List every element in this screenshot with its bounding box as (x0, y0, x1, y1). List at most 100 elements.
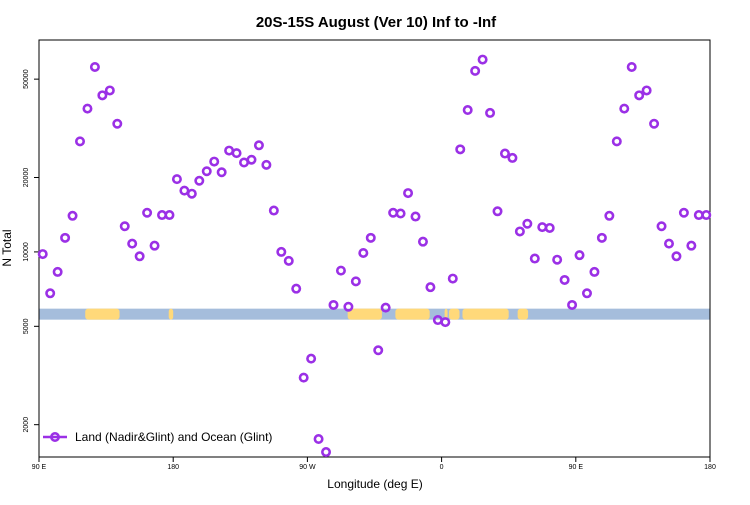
land-segment (395, 308, 430, 320)
data-point (365, 232, 376, 243)
data-point (656, 221, 667, 232)
data-point (75, 136, 86, 147)
data-point (403, 188, 414, 199)
data-point (201, 166, 212, 177)
y-tick-label: 2000 (23, 417, 30, 433)
data-point (313, 434, 324, 445)
data-point (306, 353, 317, 364)
data-point (514, 226, 525, 237)
data-point (45, 288, 56, 299)
data-point (149, 240, 160, 251)
x-tick-label: 180 (167, 464, 179, 471)
data-point (611, 136, 622, 147)
data-point (492, 206, 503, 217)
data-point (104, 85, 115, 96)
data-point (581, 288, 592, 299)
data-point (335, 265, 346, 276)
legend-label: Land (Nadir&Glint) and Ocean (Glint) (75, 430, 272, 444)
data-point (499, 148, 510, 159)
data-point (462, 105, 473, 116)
x-tick-label: 90 W (299, 464, 316, 471)
data-point (52, 266, 63, 277)
data-point (328, 299, 339, 310)
data-point (589, 266, 600, 277)
data-point (291, 283, 302, 294)
data-point (544, 222, 555, 233)
data-point (574, 250, 585, 261)
data-point (60, 232, 71, 243)
data-point (619, 103, 630, 114)
y-tick-label: 5000 (23, 318, 30, 334)
data-point (470, 65, 481, 76)
data-point (134, 251, 145, 262)
data-point (186, 188, 197, 199)
data-point (417, 236, 428, 247)
land-segment (462, 308, 509, 320)
chart-title: 20S-15S August (Ver 10) Inf to -Inf (256, 14, 497, 31)
data-point (522, 218, 533, 229)
data-point (216, 167, 227, 178)
land-segment (85, 308, 120, 320)
x-tick-label: 0 (440, 464, 444, 471)
land-segment (168, 308, 174, 320)
data-point (663, 238, 674, 249)
data-points (37, 54, 712, 458)
data-point (373, 345, 384, 356)
data-point (559, 274, 570, 285)
data-point (507, 152, 518, 163)
data-point (127, 238, 138, 249)
legend: Land (Nadir&Glint) and Ocean (Glint) (43, 430, 272, 444)
land-ocean-strip (39, 308, 710, 320)
x-tick-label: 90 E (569, 464, 584, 471)
data-point (447, 273, 458, 284)
data-point (67, 210, 78, 221)
data-point (164, 210, 175, 221)
data-point (634, 90, 645, 101)
data-point (253, 140, 264, 151)
x-axis-label: Longitude (deg E) (327, 477, 422, 491)
data-point (276, 246, 287, 257)
y-tick-label: 10000 (23, 242, 30, 262)
data-point (268, 205, 279, 216)
land-segment (517, 308, 529, 320)
data-point (604, 210, 615, 221)
data-point (678, 207, 689, 218)
data-point (97, 90, 108, 101)
data-point (395, 208, 406, 219)
y-tick-label: 50000 (23, 69, 30, 89)
data-point (485, 107, 496, 118)
data-point (261, 159, 272, 170)
data-point (477, 54, 488, 65)
data-point (82, 103, 93, 114)
data-point (552, 254, 563, 265)
data-point (246, 154, 257, 165)
data-point (440, 317, 451, 328)
data-point (209, 156, 220, 167)
plot-frame (38, 39, 711, 458)
data-point (455, 144, 466, 155)
data-point (283, 255, 294, 266)
data-point (298, 372, 309, 383)
data-point (410, 211, 421, 222)
data-point (641, 85, 652, 96)
data-point (343, 301, 354, 312)
land-segment (444, 308, 448, 320)
data-point (171, 174, 182, 185)
data-point (567, 299, 578, 310)
y-axis: 2000 5000 10000 20000 50000 (23, 69, 39, 432)
land-segment (449, 308, 460, 320)
data-point (350, 276, 361, 287)
x-tick-label: 180 (704, 464, 716, 471)
data-point (89, 61, 100, 72)
data-point (142, 207, 153, 218)
data-point (425, 282, 436, 293)
data-point (596, 232, 607, 243)
legend-marker (49, 431, 60, 442)
data-point (321, 447, 332, 458)
data-point (626, 61, 637, 72)
data-point (380, 302, 391, 313)
data-point (112, 118, 123, 129)
data-point (649, 118, 660, 129)
data-point (37, 249, 48, 260)
data-point (686, 240, 697, 251)
